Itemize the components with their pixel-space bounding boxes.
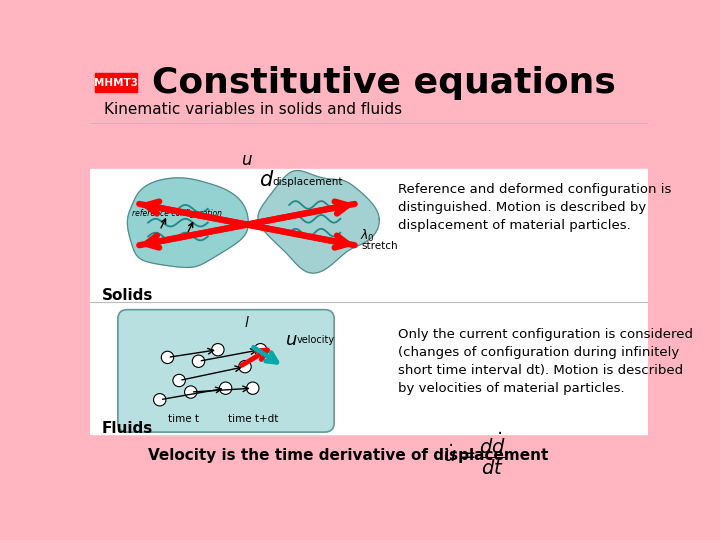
Text: velocity: velocity xyxy=(297,335,335,346)
Text: displacement: displacement xyxy=(272,177,343,187)
Text: time t: time t xyxy=(168,414,199,424)
Text: $\lambda_0$: $\lambda_0$ xyxy=(360,228,374,244)
Text: time t+dt: time t+dt xyxy=(228,414,278,424)
FancyBboxPatch shape xyxy=(118,309,334,432)
Circle shape xyxy=(246,382,259,394)
Circle shape xyxy=(239,361,251,373)
Text: MHMT3: MHMT3 xyxy=(94,78,138,87)
Circle shape xyxy=(184,386,197,398)
Polygon shape xyxy=(258,171,379,273)
Circle shape xyxy=(173,374,185,387)
Circle shape xyxy=(153,394,166,406)
Text: Constitutive equations: Constitutive equations xyxy=(152,65,616,99)
Polygon shape xyxy=(127,178,248,267)
Circle shape xyxy=(192,355,204,367)
FancyBboxPatch shape xyxy=(94,73,138,92)
Circle shape xyxy=(161,351,174,363)
Text: $\mathit{d}$: $\mathit{d}$ xyxy=(259,170,274,190)
Text: Fluids: Fluids xyxy=(102,421,153,436)
Text: $\dot{u} = \dfrac{d\dot{d}}{dt}$: $\dot{u} = \dfrac{d\dot{d}}{dt}$ xyxy=(443,430,505,477)
Circle shape xyxy=(220,382,232,394)
Circle shape xyxy=(254,343,266,356)
Text: reference configuration: reference configuration xyxy=(132,209,222,218)
Text: Solids: Solids xyxy=(102,288,153,303)
Bar xyxy=(90,168,648,303)
Text: $\mathit{u}$: $\mathit{u}$ xyxy=(285,332,298,349)
Text: Velocity is the time derivative of displacement: Velocity is the time derivative of displ… xyxy=(148,448,549,463)
Circle shape xyxy=(212,343,224,356)
Text: Kinematic variables in solids and fluids: Kinematic variables in solids and fluids xyxy=(104,102,402,117)
Text: Reference and deformed configuration is
distinguished. Motion is described by
di: Reference and deformed configuration is … xyxy=(398,183,672,232)
Text: Only the current configuration is considered
(changes of configuration during in: Only the current configuration is consid… xyxy=(398,328,693,395)
Text: stretch: stretch xyxy=(361,241,398,251)
Text: $u$: $u$ xyxy=(240,151,253,168)
Text: $\mathit{l}$: $\mathit{l}$ xyxy=(244,315,251,330)
Bar xyxy=(90,303,648,434)
